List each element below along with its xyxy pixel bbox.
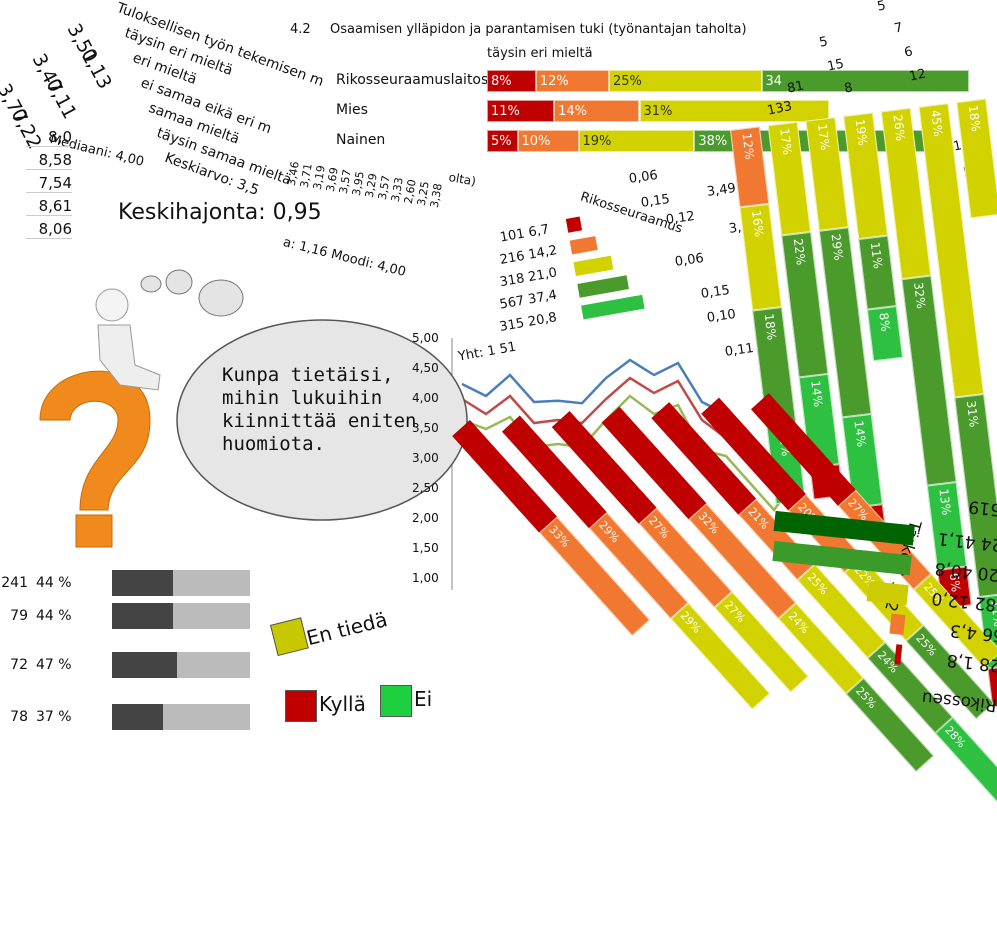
- bar-label: 17%: [777, 127, 795, 156]
- bar-label: 8%: [876, 311, 893, 333]
- score-cell: 8,0: [26, 128, 72, 147]
- thought-dot: [165, 269, 193, 295]
- question-dot: [75, 514, 113, 548]
- bar-segment: 5%: [487, 130, 518, 152]
- figure-body: [97, 324, 161, 391]
- bar-label: 12%: [739, 132, 757, 161]
- legend-label: täysin eri mieltä: [487, 46, 593, 61]
- count: 72: [10, 657, 28, 673]
- bar-label: 26%: [890, 113, 908, 142]
- bubble-line: huomiota.: [222, 433, 325, 455]
- bar-label: 32%: [911, 281, 929, 310]
- bubble-line: kiinnittää eniten: [222, 410, 417, 432]
- thought-dot: [198, 279, 244, 317]
- y-tick-label: 1,50: [412, 541, 439, 555]
- bar-label: 14%: [808, 379, 826, 408]
- bubble-text: Kunpa tietäisi, mihin lukuihin kiinnittää …: [222, 364, 416, 456]
- fill: [112, 570, 173, 596]
- bar-label: 13%: [936, 487, 954, 517]
- bubble-line: mihin lukuihin: [222, 387, 383, 409]
- legend-swatch: [380, 685, 412, 717]
- bar-label: 11%: [867, 240, 885, 270]
- legend-label: Ei: [414, 687, 433, 711]
- count: 241: [1, 575, 28, 591]
- thought-dot: [140, 275, 162, 293]
- bar-label: 22%: [790, 237, 808, 266]
- bar-label: 14%: [851, 419, 869, 448]
- pyramid-bar: [565, 216, 583, 233]
- bar-label: 29%: [828, 232, 846, 261]
- y-tick-label: 4,00: [412, 391, 439, 405]
- score-cell: 8,58: [26, 151, 72, 170]
- bar-segment: 12%: [535, 70, 609, 92]
- fill: [112, 704, 164, 730]
- percent: 37 %: [36, 709, 72, 725]
- bar-label: 31%: [963, 399, 981, 428]
- bar-segment: 14%: [554, 100, 640, 122]
- bar-segment: 34: [761, 70, 969, 92]
- bar-label: 17%: [814, 122, 833, 152]
- percent: 47 %: [36, 657, 72, 673]
- y-tick-label: 3,00: [412, 451, 439, 465]
- row-label: Nainen: [336, 132, 386, 148]
- score-cell: 7,54: [26, 174, 72, 193]
- bar-label: 45%: [928, 109, 946, 138]
- figure-head: [95, 288, 129, 322]
- bar-label: 18%: [761, 312, 779, 341]
- y-tick-label: 2,00: [412, 511, 439, 525]
- count: 78: [10, 709, 28, 725]
- legend-label: Kyllä: [319, 692, 366, 716]
- bar-segment: 25%: [609, 70, 762, 92]
- question-mark: [39, 370, 151, 511]
- ud-bar: [866, 581, 909, 606]
- bar-segment: 10%: [517, 130, 579, 152]
- legend-swatch: [285, 690, 317, 722]
- bar-label: 16%: [749, 209, 767, 238]
- bar-segment: 31%: [639, 100, 829, 122]
- art-layer: [39, 269, 800, 590]
- percent: 44 %: [36, 575, 72, 591]
- bar-segment: 8%: [866, 305, 904, 362]
- chart-title: Osaamisen ylläpidon ja parantamisen tuki…: [330, 22, 747, 37]
- bubble-line: Kunpa tietäisi,: [222, 364, 394, 386]
- row-label: Rikosseuraamuslaitos: [336, 72, 489, 88]
- bar-segment: 19%: [578, 130, 695, 152]
- y-tick-label: 4,50: [412, 361, 439, 375]
- score-cell: 8,06: [26, 220, 72, 239]
- fill: [112, 603, 173, 629]
- collage: { "corner_numbers": [["3,77", "0,22"], […: [0, 0, 997, 821]
- y-tick-label: 3,50: [412, 421, 439, 435]
- chart-number: 4.2: [290, 22, 311, 37]
- bar-segment: 8%: [487, 70, 536, 92]
- percent: 44 %: [36, 608, 72, 624]
- ud-bar: [889, 613, 906, 635]
- fill: [112, 652, 177, 678]
- bar-label: 19%: [852, 118, 870, 147]
- bar-segment: 11%: [487, 100, 555, 122]
- score-cell: 8,61: [26, 197, 72, 216]
- y-tick-label: 2,50: [412, 481, 439, 495]
- std-dev: Keskihajonta: 0,95: [118, 200, 322, 225]
- count: 79: [10, 608, 28, 624]
- row-label: Mies: [336, 102, 368, 118]
- y-tick-label: 5,00: [412, 331, 439, 345]
- speech-bubble: [176, 319, 468, 521]
- y-tick-label: 1,00: [412, 571, 439, 585]
- bar-label: 18%: [965, 104, 983, 133]
